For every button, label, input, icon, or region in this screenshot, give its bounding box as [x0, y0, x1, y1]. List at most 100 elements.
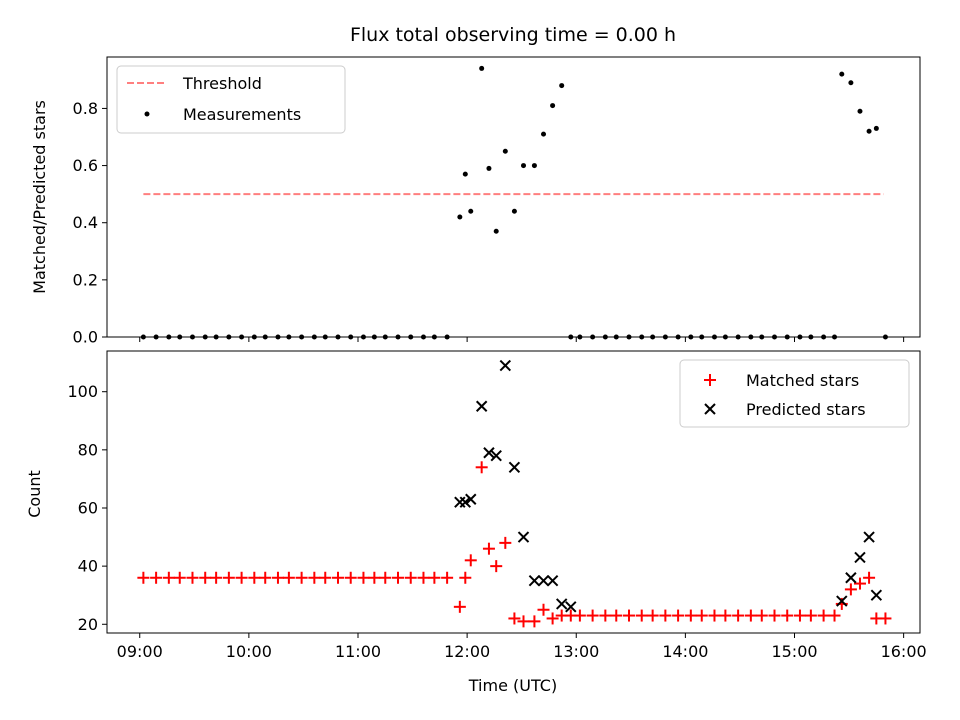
measurement-point: [189, 334, 195, 340]
matched-star-point: [271, 571, 284, 584]
measurement-point: [882, 334, 888, 340]
predicted-star-point: [490, 449, 502, 462]
measurement-point: [711, 334, 717, 340]
top-y-axis-label: Matched/Predicted stars: [30, 100, 49, 294]
predicted-star-point: [499, 359, 512, 372]
measurement-point: [420, 334, 426, 340]
measurement-point: [722, 334, 728, 340]
top-legend: Threshold Measurements: [116, 65, 346, 134]
bottom-x-tick-label: 14:00: [662, 642, 708, 661]
top-y-tick-label: 0.4: [73, 213, 98, 232]
predicted-star-point: [546, 574, 559, 587]
measurement-point: [639, 334, 645, 340]
measurement-point: [808, 334, 814, 340]
matched-star-point: [646, 609, 659, 622]
matched-star-point: [482, 542, 495, 555]
predicted-star-point: [475, 400, 488, 412]
measurement-point: [408, 334, 414, 340]
matched-star-point: [295, 571, 308, 584]
matched-star-point: [599, 609, 612, 622]
measurement-point: [479, 65, 485, 71]
legend-predicted-swatch: [704, 403, 716, 415]
predicted-star-point: [845, 572, 857, 584]
top-y-tick-label: 0.0: [73, 328, 98, 347]
matched-star-point: [404, 571, 417, 584]
measurement-point: [857, 108, 863, 114]
bottom-frame: [106, 350, 921, 634]
predicted-star-point: [459, 496, 472, 508]
measurement-point: [521, 163, 527, 169]
bottom-x-tick-label: 15:00: [771, 642, 817, 661]
measurement-point: [735, 334, 741, 340]
measurement-point: [493, 228, 499, 234]
matched-star-point: [528, 615, 541, 628]
matched-star-point: [308, 571, 321, 584]
measurement-point: [299, 334, 305, 340]
measurement-point: [457, 214, 463, 220]
measurement-point: [311, 334, 317, 340]
measurement-point: [262, 334, 268, 340]
measurement-point: [502, 148, 508, 154]
matched-star-point: [659, 609, 672, 622]
measurement-point: [511, 208, 517, 214]
predicted-star-point: [483, 447, 495, 459]
measurement-point: [873, 125, 879, 131]
matched-star-point: [793, 609, 806, 622]
bottom-y-tick-label: 60: [78, 498, 98, 517]
matched-star-point: [768, 609, 781, 622]
measurement-point: [371, 334, 377, 340]
matched-star-point: [586, 609, 599, 622]
legend-matched-swatch: [704, 374, 716, 386]
matched-star-point: [137, 571, 150, 584]
matched-star-point: [732, 609, 745, 622]
measurement-point: [213, 334, 219, 340]
matched-star-point: [508, 612, 521, 625]
bottom-y-axis-label: Count: [25, 470, 44, 518]
measurement-point: [239, 334, 245, 340]
matched-star-point: [719, 609, 732, 622]
predicted-star-point: [537, 574, 550, 587]
measurement-point: [797, 334, 803, 340]
measurement-point: [251, 334, 257, 340]
measurement-point: [650, 334, 656, 340]
bottom-y-tick-label: 80: [78, 440, 98, 459]
matched-star-point: [817, 609, 830, 622]
measurement-point: [866, 128, 872, 134]
measurement-point: [140, 334, 146, 340]
measurement-point: [444, 334, 450, 340]
measurement-point: [486, 165, 492, 171]
matched-star-point: [331, 571, 344, 584]
measurement-point: [568, 334, 574, 340]
measurement-point: [166, 334, 172, 340]
matched-star-point: [379, 571, 392, 584]
matched-star-point: [441, 571, 454, 584]
matched-star-point: [248, 571, 261, 584]
matched-star-point: [357, 571, 370, 584]
matched-star-point: [573, 609, 586, 622]
matched-star-point: [173, 571, 186, 584]
measurement-point: [202, 334, 208, 340]
matched-star-point: [417, 571, 430, 584]
measurement-point: [662, 334, 668, 340]
predicted-star-point: [836, 595, 848, 607]
matched-star-point: [610, 609, 623, 622]
matched-star-point: [499, 536, 512, 549]
matched-star-point: [781, 609, 794, 622]
predicted-star-point: [854, 551, 866, 564]
matched-star-point: [546, 612, 559, 625]
measurement-point: [832, 334, 838, 340]
bottom-legend: Matched stars Predicted stars: [679, 359, 910, 428]
legend-measurements-label: Measurements: [183, 105, 301, 124]
measurement-point: [559, 83, 565, 89]
bottom-x-tick-label: 11:00: [335, 642, 381, 661]
x-axis-label: Time (UTC): [468, 676, 557, 695]
bottom-y-tick-label: 100: [67, 382, 98, 401]
measurement-point: [675, 334, 681, 340]
bottom-x-tick-label: 16:00: [881, 642, 927, 661]
bottom-y-tick-label: 40: [78, 557, 98, 576]
predicted-star-point: [465, 493, 477, 505]
measurement-point: [395, 334, 401, 340]
predicted-star-point: [863, 531, 875, 543]
measurement-point: [322, 334, 328, 340]
